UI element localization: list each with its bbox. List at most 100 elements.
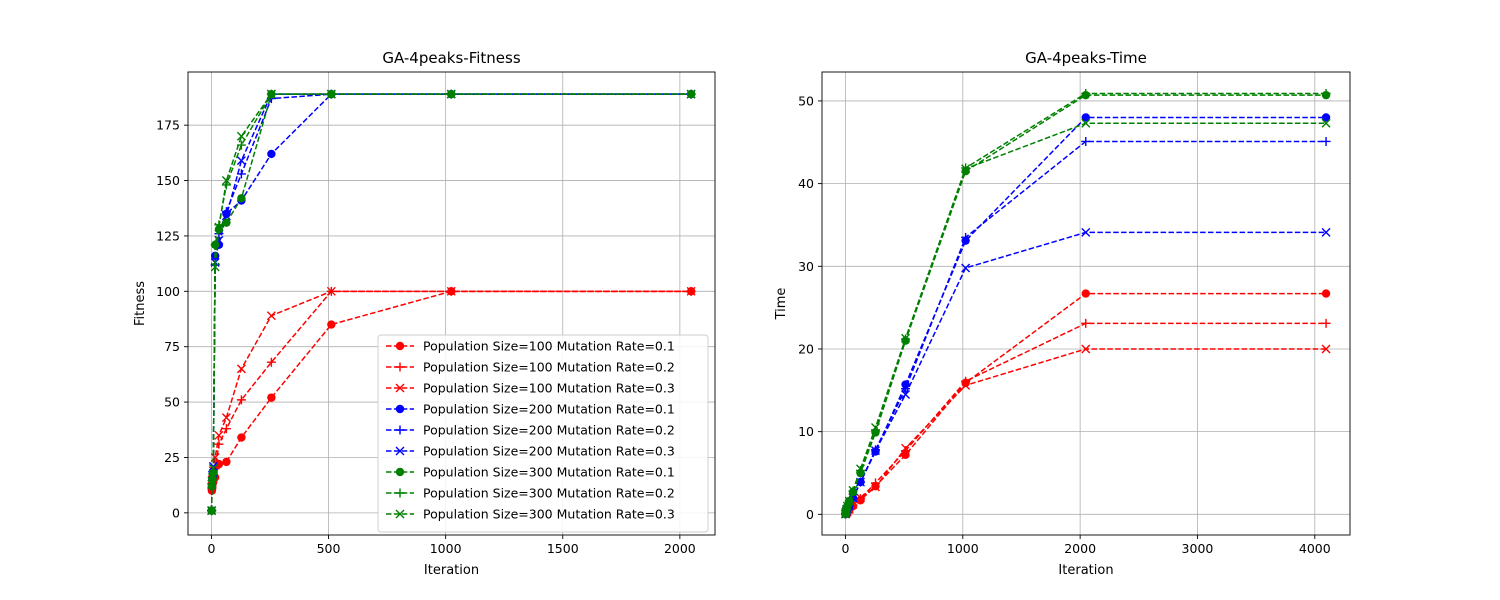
data-point	[214, 430, 224, 440]
data-point	[901, 443, 911, 453]
series-line	[844, 122, 1327, 515]
data-point	[221, 413, 231, 423]
data-point	[266, 89, 276, 99]
data-point	[266, 357, 276, 367]
legend-label: Population Size=100 Mutation Rate=0.2	[423, 360, 675, 375]
data-point	[1081, 113, 1090, 122]
y-axis-label: Time	[774, 288, 789, 321]
legend-label: Population Size=300 Mutation Rate=0.1	[423, 465, 675, 480]
y-tick-label: 175	[156, 118, 180, 133]
y-tick-label: 0	[172, 505, 180, 520]
legend-box	[377, 334, 709, 533]
data-point	[214, 439, 224, 449]
data-point	[237, 433, 246, 442]
series-line	[210, 93, 692, 511]
legend-item: Population Size=100 Mutation Rate=0.1	[386, 339, 675, 354]
legend: Population Size=100 Mutation Rate=0.1 Pop…	[377, 334, 709, 533]
x-tick-label: 2000	[1064, 541, 1096, 556]
legend-label: Population Size=100 Mutation Rate=0.3	[423, 381, 675, 396]
legend-label: Population Size=300 Mutation Rate=0.3	[423, 507, 675, 522]
data-point	[961, 380, 971, 390]
data-point	[267, 149, 276, 159]
x-tick-label: 1000	[430, 541, 462, 556]
legend-item: Population Size=200 Mutation Rate=0.2	[386, 423, 675, 438]
series-9	[207, 89, 696, 516]
legend-marker	[395, 404, 405, 414]
data-point	[686, 286, 696, 296]
data-point	[207, 472, 217, 482]
data-point	[841, 504, 851, 514]
legend-marker	[395, 425, 405, 435]
data-point	[855, 493, 865, 503]
y-tick-label: 10	[798, 424, 814, 439]
y-tick-label: 20	[798, 341, 814, 356]
y-tick-label: 125	[156, 228, 180, 243]
legend-item: Population Size=200 Mutation Rate=0.3	[386, 444, 675, 459]
data-point	[222, 218, 231, 227]
x-tick-label: 2000	[664, 541, 696, 556]
y-tick-label: 30	[798, 259, 814, 274]
data-point	[214, 222, 224, 232]
data-point	[210, 262, 220, 272]
data-point	[236, 364, 246, 374]
chart-1: 0 500 1000 1500 2000 0 25 50 75 100 125 150 175 GA-4p…	[133, 49, 716, 578]
grid	[822, 72, 1350, 535]
data-point	[266, 311, 276, 321]
y-tick-label: 50	[798, 93, 814, 108]
series-line	[844, 322, 1327, 515]
legend-marker	[395, 509, 405, 519]
plot-frame	[187, 71, 716, 536]
data-point	[1321, 289, 1331, 298]
y-tick-label: 25	[164, 450, 180, 465]
data-point	[237, 194, 246, 203]
data-point	[961, 263, 971, 273]
legend-item: Population Size=300 Mutation Rate=0.1	[386, 465, 675, 480]
data-point	[1321, 227, 1331, 237]
data-point	[327, 320, 336, 329]
legend-marker	[395, 362, 405, 372]
data-point	[901, 384, 911, 394]
chart-title: GA-4peaks-Fitness	[382, 49, 521, 67]
data-point	[686, 89, 696, 99]
data-point	[901, 389, 911, 399]
data-point	[1321, 344, 1331, 354]
legend-item: Population Size=200 Mutation Rate=0.1	[386, 402, 675, 417]
data-point	[871, 482, 880, 492]
data-point	[208, 464, 218, 474]
data-point	[1081, 227, 1091, 237]
data-point	[1321, 113, 1331, 122]
y-tick-label: 100	[156, 284, 180, 299]
x-axis-label: Iteration	[424, 563, 479, 578]
y-tick-label: 50	[164, 395, 180, 410]
data-point	[871, 423, 880, 433]
series-9	[841, 118, 1331, 519]
chart-2: 0 1000 2000 3000 4000 0 10 20 30 40 50 GA-4peaks-Ti…	[774, 49, 1351, 578]
x-tick-label: 1500	[547, 541, 579, 556]
legend-marker	[395, 383, 405, 393]
data-point	[221, 176, 231, 186]
legend-item: Population Size=300 Mutation Rate=0.3	[386, 507, 675, 522]
x-tick-label: 4000	[1299, 541, 1331, 556]
legend-marker	[395, 446, 405, 456]
legend-item: Population Size=100 Mutation Rate=0.2	[386, 360, 675, 375]
x-axis-label: Iteration	[1058, 563, 1113, 578]
data-point	[267, 393, 276, 402]
data-point	[236, 131, 246, 141]
legend-label: Population Size=100 Mutation Rate=0.1	[423, 339, 675, 354]
data-point	[326, 286, 336, 296]
legend-marker	[395, 488, 405, 498]
data-point	[1081, 136, 1091, 146]
data-point	[842, 501, 852, 511]
data-point	[961, 164, 971, 174]
x-tick-label: 1000	[947, 541, 979, 556]
y-tick-label: 150	[156, 173, 180, 188]
x-tick-label: 3000	[1182, 541, 1214, 556]
data-point	[1081, 344, 1091, 354]
data-point	[855, 464, 865, 474]
y-tick-label: 40	[798, 176, 814, 191]
data-point	[1321, 88, 1331, 98]
data-point	[844, 496, 854, 506]
legend-marker	[395, 341, 405, 351]
data-point	[1081, 88, 1091, 98]
